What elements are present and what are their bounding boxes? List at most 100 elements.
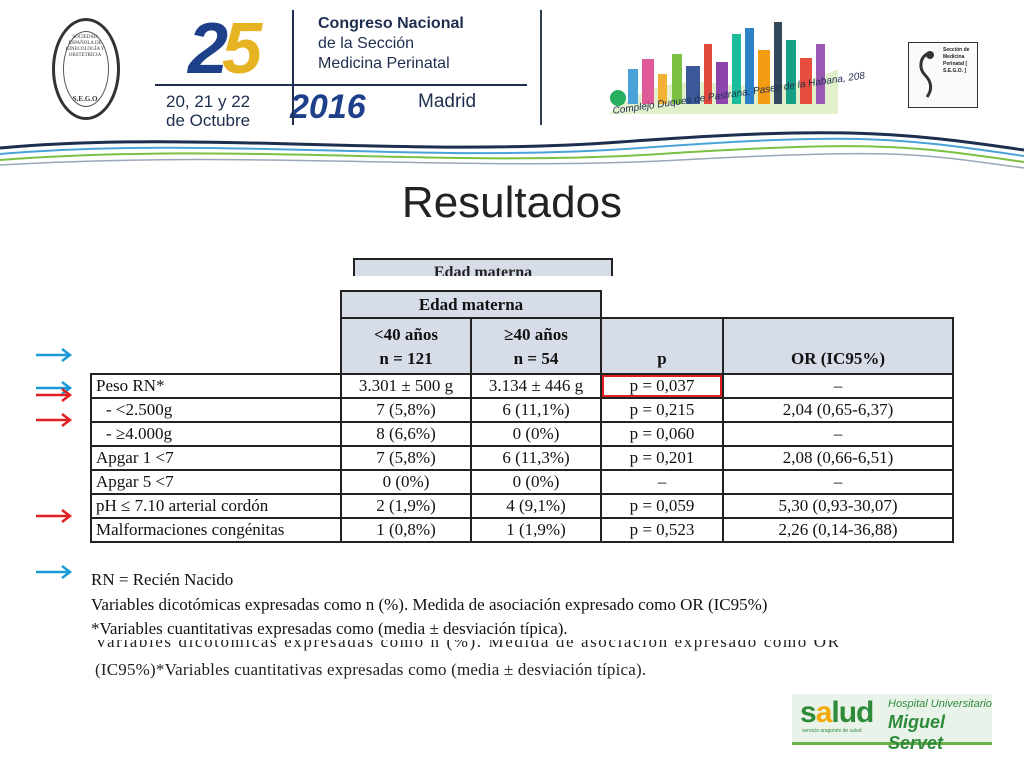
congress-line-3: Medicina Perinatal (318, 55, 450, 72)
slide-title: Resultados (401, 178, 623, 227)
cell-lt40: 0 (0%) (340, 469, 472, 495)
sego-seal-logo: SOCIEDAD ESPAÑOLA DE GINECOLOGÍA Y OBSTE… (52, 18, 120, 120)
fetus-spine-icon (919, 51, 934, 98)
cell-or: – (722, 421, 954, 447)
column-header: OR (IC95%) (722, 317, 954, 375)
footnote-dichotomous: Variables dicotómicas expresadas como n … (91, 595, 768, 614)
cell-ge40: 0 (0%) (470, 469, 602, 495)
hospital-line-2: Miguel Servet (888, 712, 945, 753)
congress-year: 2016 (290, 88, 366, 126)
salud-a: a (815, 696, 833, 729)
decorative-waves (0, 131, 1024, 169)
cell-lt40: 7 (5,8%) (340, 397, 472, 423)
cell-or: – (722, 469, 954, 495)
empty-cell (91, 318, 341, 374)
cell-or: – (722, 373, 954, 399)
empty-cell (91, 291, 341, 318)
empty-cell (601, 291, 723, 318)
remnant-header-text: Edad materna (433, 264, 533, 276)
row-label: - ≥4.000g (90, 421, 342, 447)
arrow-right-icon (36, 388, 73, 402)
col1-n: n = 121 (379, 349, 433, 368)
empty-cell (723, 291, 953, 318)
remnant-footnote-2: (IC95%)*Variables cuantitativas expresad… (95, 660, 647, 679)
salud-subtitle: servicio aragonés de salud (802, 728, 862, 734)
salud-rest: lud (831, 696, 874, 729)
salud-s: s (800, 696, 817, 729)
cell-ge40: 3.134 ± 446 g (470, 373, 602, 399)
table-row: Malformaciones congénitas 1 (0,8%) 1 (1,… (90, 517, 954, 543)
col1-label: <40 años (373, 325, 438, 344)
column-header: p (600, 317, 724, 375)
cell-or: 5,30 (0,93-30,07) (722, 493, 954, 519)
cell-p: – (600, 469, 724, 495)
hospital-line-1: Hospital Universitario (888, 698, 992, 710)
salud-hospital-logo: salud servicio aragonés de salud Hospita… (792, 694, 992, 753)
congress-line-1: Congreso Nacional (318, 15, 464, 32)
remnant-table-header: Edad materna (353, 258, 613, 276)
edition-number: 25 (188, 9, 262, 89)
table-row: Apgar 5 <7 0 (0%) 0 (0%) – – (90, 469, 954, 495)
arrow-right-icon (36, 413, 73, 427)
footnote-abbreviation: RN = Recién Nacido (91, 570, 234, 589)
congress-city: Madrid (418, 91, 477, 112)
highlighted-p-value: p = 0,037 (600, 373, 724, 399)
cell-p: p = 0,201 (600, 445, 724, 471)
cell-ge40: 0 (0%) (470, 421, 602, 447)
conference-banner: SOCIEDAD ESPAÑOLA DE GINECOLOGÍA Y OBSTE… (0, 0, 1024, 180)
col2-n: n = 54 (513, 349, 559, 368)
cell-or: 2,04 (0,65-6,37) (722, 397, 954, 423)
cell-or: 2,08 (0,66-6,51) (722, 445, 954, 471)
table-row: pH ≤ 7.10 arterial cordón 2 (1,9%) 4 (9,… (90, 493, 954, 519)
table-row: Apgar 1 <7 7 (5,8%) 6 (11,3%) p = 0,201 … (90, 445, 954, 471)
arrow-right-icon (36, 565, 73, 579)
row-label: - <2.500g (90, 397, 342, 423)
cell-p: p = 0,059 (600, 493, 724, 519)
congress-dates: 20, 21 y 22 de Octubre (166, 92, 250, 130)
divider (155, 84, 527, 86)
perinatal-section-logo: Sección de Medicina Perinatal [ S.E.G.O.… (908, 42, 978, 108)
right-logo-text: Sección de Medicina Perinatal [ S.E.G.O.… (943, 47, 970, 74)
divider (292, 10, 294, 125)
group-header: Edad materna (340, 290, 602, 319)
congress-name: Congreso Nacional de la Sección Medicina… (318, 14, 464, 74)
cell-ge40: 1 (1,9%) (470, 517, 602, 543)
col2-label: ≥40 años (504, 325, 568, 344)
cell-lt40: 1 (0,8%) (340, 517, 472, 543)
salud-wordmark: salud (800, 696, 874, 730)
seal-abbr: S.E.G.O. (72, 95, 100, 103)
congress-line-2: de la Sección (318, 35, 415, 52)
row-label: Peso RN* (90, 373, 342, 399)
cell-or: 2,26 (0,14-36,88) (722, 517, 954, 543)
cell-p: p = 0,523 (600, 517, 724, 543)
table-row: Peso RN* 3.301 ± 500 g 3.134 ± 446 g p =… (90, 373, 954, 399)
cell-lt40: 2 (1,9%) (340, 493, 472, 519)
divider (540, 10, 542, 125)
cell-ge40: 6 (11,1%) (470, 397, 602, 423)
row-label: Malformaciones congénitas (90, 517, 342, 543)
arrow-right-icon (36, 509, 73, 523)
cell-p: p = 0,060 (600, 421, 724, 447)
madrid-skyline-illustration (608, 22, 838, 114)
cell-lt40: 3.301 ± 500 g (340, 373, 472, 399)
column-header: ≥40 años n = 54 (470, 317, 602, 375)
remnant-footnote-text: Variables dicotómicas expresadas como n … (95, 640, 841, 651)
cell-p: p = 0,215 (600, 397, 724, 423)
row-label: pH ≤ 7.10 arterial cordón (90, 493, 342, 519)
cell-ge40: 4 (9,1%) (470, 493, 602, 519)
dates-line-2: de Octubre (166, 111, 251, 130)
table-row: - ≥4.000g 8 (6,6%) 0 (0%) p = 0,060 – (90, 421, 954, 447)
arrow-right-icon (36, 348, 73, 362)
cell-lt40: 8 (6,6%) (340, 421, 472, 447)
results-table-container: Edad materna <40 años n = 121 ≥40 años n =… (90, 290, 954, 543)
row-label: Apgar 5 <7 (90, 469, 342, 495)
seal-text: SOCIEDAD ESPAÑOLA DE GINECOLOGÍA Y OBSTE… (65, 35, 105, 58)
cell-lt40: 7 (5,8%) (340, 445, 472, 471)
cell-ge40: 6 (11,3%) (470, 445, 602, 471)
table-row: - <2.500g 7 (5,8%) 6 (11,1%) p = 0,215 2… (90, 397, 954, 423)
remnant-footnote-1: Variables dicotómicas expresadas como n … (95, 640, 955, 652)
dates-line-1: 20, 21 y 22 (166, 92, 251, 111)
row-label: Apgar 1 <7 (90, 445, 342, 471)
column-header: <40 años n = 121 (340, 317, 472, 375)
results-table: Edad materna <40 años n = 121 ≥40 años n =… (90, 290, 954, 543)
